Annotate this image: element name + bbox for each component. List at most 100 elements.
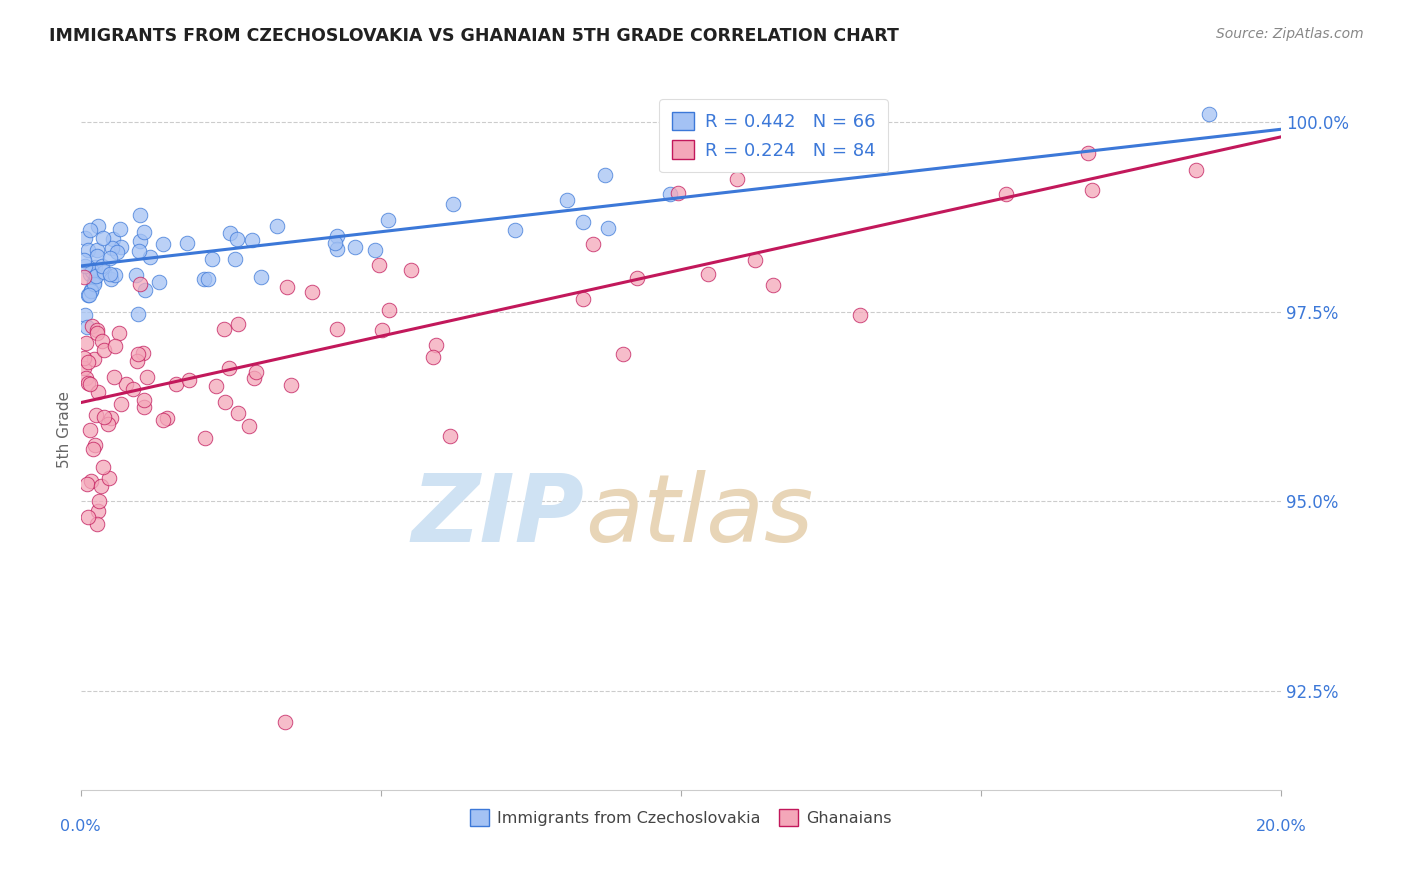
Text: IMMIGRANTS FROM CZECHOSLOVAKIA VS GHANAIAN 5TH GRADE CORRELATION CHART: IMMIGRANTS FROM CZECHOSLOVAKIA VS GHANAI… <box>49 27 898 45</box>
Point <box>1198 107 1220 121</box>
Point <box>83 352 105 367</box>
Point <box>201 252 224 266</box>
Point <box>103 339 125 353</box>
Point <box>226 232 249 246</box>
Point <box>80 474 103 488</box>
Point <box>725 172 748 186</box>
Point <box>193 272 215 286</box>
Point <box>76 319 98 334</box>
Point <box>82 442 104 456</box>
Point <box>115 376 138 391</box>
Point <box>89 493 111 508</box>
Point <box>129 234 152 248</box>
Point <box>100 410 122 425</box>
Point <box>152 413 174 427</box>
Point <box>1081 183 1104 197</box>
Point <box>596 221 619 235</box>
Point <box>439 429 461 443</box>
Point <box>626 271 648 285</box>
Point <box>93 231 115 245</box>
Point <box>125 268 148 282</box>
Point <box>93 409 115 424</box>
Point <box>79 267 101 281</box>
Point <box>697 267 720 281</box>
Point <box>80 284 103 298</box>
Point <box>152 236 174 251</box>
Point <box>90 479 112 493</box>
Point <box>79 423 101 437</box>
Point <box>572 214 595 228</box>
Point <box>139 250 162 264</box>
Point <box>422 350 444 364</box>
Point <box>73 252 96 267</box>
Point <box>134 400 156 414</box>
Point <box>242 371 264 385</box>
Point <box>76 287 98 301</box>
Point <box>218 226 240 240</box>
Point <box>176 235 198 250</box>
Point <box>122 382 145 396</box>
Point <box>86 249 108 263</box>
Point <box>572 293 595 307</box>
Point <box>80 263 103 277</box>
Point <box>273 714 295 729</box>
Point <box>93 265 115 279</box>
Point <box>127 354 149 368</box>
Point <box>73 351 96 365</box>
Text: Source: ZipAtlas.com: Source: ZipAtlas.com <box>1216 27 1364 41</box>
Point <box>238 419 260 434</box>
Point <box>93 343 115 357</box>
Point <box>91 459 114 474</box>
Point <box>266 219 288 234</box>
Point <box>87 504 110 518</box>
Text: ZIP: ZIP <box>412 470 585 562</box>
Point <box>110 240 132 254</box>
Point <box>79 376 101 391</box>
Point <box>612 347 634 361</box>
Point <box>325 229 347 244</box>
Point <box>90 259 112 273</box>
Point <box>666 186 689 200</box>
Point <box>367 259 389 273</box>
Point <box>240 233 263 247</box>
Point <box>98 471 121 485</box>
Point <box>73 308 96 322</box>
Point <box>76 477 98 491</box>
Point <box>110 221 132 235</box>
Point <box>103 268 125 282</box>
Point <box>582 237 605 252</box>
Point <box>86 326 108 341</box>
Point <box>156 411 179 425</box>
Point <box>226 317 249 331</box>
Point <box>226 406 249 420</box>
Point <box>98 267 121 281</box>
Point <box>84 408 107 422</box>
Point <box>301 285 323 300</box>
Point <box>100 241 122 255</box>
Point <box>73 230 96 244</box>
Point <box>343 240 366 254</box>
Point <box>204 379 226 393</box>
Point <box>76 355 98 369</box>
Point <box>245 365 267 379</box>
Point <box>378 303 401 318</box>
Point <box>91 334 114 348</box>
Point <box>323 235 346 250</box>
Point <box>134 226 156 240</box>
Point <box>503 223 526 237</box>
Point <box>744 252 766 267</box>
Point <box>86 516 108 531</box>
Point <box>84 268 107 283</box>
Point <box>76 510 98 524</box>
Point <box>659 186 682 201</box>
Point <box>399 263 422 277</box>
Point <box>82 318 104 333</box>
Point <box>425 338 447 352</box>
Text: 20.0%: 20.0% <box>1256 819 1306 834</box>
Point <box>83 275 105 289</box>
Point <box>441 196 464 211</box>
Point <box>84 438 107 452</box>
Point <box>1077 146 1099 161</box>
Point <box>1185 162 1208 177</box>
Point <box>86 323 108 337</box>
